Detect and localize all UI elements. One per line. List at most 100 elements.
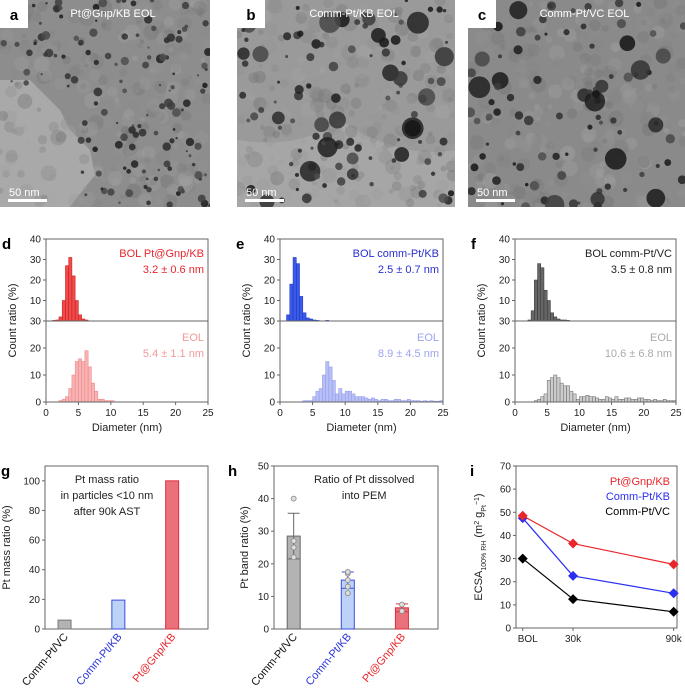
texture bbox=[369, 136, 378, 144]
nanoparticle bbox=[149, 0, 155, 3]
nanoparticle bbox=[64, 73, 71, 80]
texture bbox=[329, 39, 335, 45]
histogram-bar bbox=[78, 358, 82, 403]
texture bbox=[245, 145, 254, 154]
texture bbox=[475, 177, 485, 187]
texture bbox=[509, 134, 524, 149]
texture bbox=[490, 31, 505, 45]
nanoparticle bbox=[427, 6, 434, 12]
texture bbox=[644, 1, 651, 8]
texture bbox=[11, 128, 17, 135]
texture bbox=[110, 166, 118, 173]
panel-letter: b bbox=[246, 7, 255, 24]
legend-label: EOL bbox=[182, 332, 204, 344]
nanoparticle bbox=[328, 61, 339, 72]
texture bbox=[48, 121, 59, 133]
texture bbox=[555, 160, 563, 168]
nanoparticle bbox=[92, 3, 100, 11]
texture bbox=[114, 160, 129, 176]
texture bbox=[432, 112, 439, 118]
nanoparticle bbox=[126, 169, 131, 174]
texture bbox=[139, 174, 147, 183]
series-line bbox=[522, 515, 674, 565]
y-axis-label: Pt mass ratio (%) bbox=[1, 505, 13, 589]
texture bbox=[672, 1, 681, 10]
y-tick-label: 20 bbox=[499, 344, 511, 355]
texture bbox=[511, 183, 519, 192]
bar bbox=[165, 480, 180, 630]
nanoparticle bbox=[322, 183, 327, 188]
texture bbox=[146, 99, 159, 112]
texture bbox=[342, 143, 349, 150]
texture bbox=[139, 39, 145, 44]
texture bbox=[149, 183, 155, 189]
legend-label: Pt@Gnp/KB bbox=[610, 476, 670, 488]
texture bbox=[355, 194, 371, 207]
texture bbox=[146, 103, 160, 117]
bar bbox=[111, 599, 126, 630]
data-point bbox=[290, 495, 297, 502]
panel-label-box bbox=[0, 0, 28, 28]
nanoparticle bbox=[114, 140, 123, 149]
nanoparticle bbox=[192, 162, 196, 167]
texture bbox=[141, 122, 150, 131]
texture bbox=[188, 75, 193, 80]
nanoparticle bbox=[404, 0, 408, 3]
histogram-bar bbox=[296, 263, 300, 322]
histogram-bar bbox=[68, 257, 73, 322]
texture bbox=[529, 25, 538, 33]
nanoparticle bbox=[468, 107, 476, 118]
texture bbox=[79, 82, 87, 90]
histogram-bar bbox=[325, 361, 330, 403]
nanoparticle bbox=[130, 160, 139, 168]
nanoparticle bbox=[146, 200, 151, 206]
histogram-bar bbox=[569, 390, 574, 403]
nanoparticle bbox=[410, 111, 418, 119]
texture bbox=[148, 100, 161, 113]
nanoparticle bbox=[124, 35, 128, 39]
texture bbox=[515, 71, 521, 76]
nanoparticle bbox=[246, 118, 251, 123]
axes-frame bbox=[515, 465, 678, 629]
texture bbox=[601, 133, 615, 147]
texture bbox=[549, 44, 563, 58]
texture bbox=[356, 56, 369, 69]
nanoparticle bbox=[336, 142, 340, 146]
texture bbox=[362, 126, 373, 137]
legend-stat: 8.9 ± 4.5 nm bbox=[378, 348, 439, 360]
nanoparticle bbox=[38, 21, 42, 25]
histogram-bar bbox=[550, 312, 554, 322]
nanoparticle bbox=[587, 124, 593, 130]
texture bbox=[100, 176, 107, 183]
nanoparticle bbox=[144, 15, 153, 24]
texture bbox=[545, 36, 553, 44]
nanoparticle bbox=[163, 160, 171, 168]
nanoparticle bbox=[362, 12, 376, 26]
scale-bar bbox=[476, 199, 515, 202]
texture bbox=[415, 156, 425, 165]
nanoparticle bbox=[41, 31, 51, 40]
texture bbox=[682, 131, 685, 137]
texture bbox=[316, 110, 325, 119]
histogram-bar bbox=[550, 377, 554, 403]
texture bbox=[158, 192, 166, 199]
nanoparticle bbox=[116, 121, 119, 125]
nanoparticle bbox=[318, 41, 325, 48]
texture bbox=[480, 180, 486, 186]
nanoparticle bbox=[314, 117, 329, 132]
texture bbox=[616, 114, 626, 124]
texture bbox=[524, 132, 537, 145]
nanoparticle bbox=[89, 28, 98, 37]
texture bbox=[244, 153, 250, 159]
texture bbox=[579, 65, 589, 74]
nanoparticle bbox=[630, 60, 651, 80]
texture bbox=[131, 55, 138, 62]
nanoparticle bbox=[93, 59, 100, 66]
texture bbox=[263, 137, 268, 142]
nanoparticle bbox=[390, 35, 401, 45]
data-marker bbox=[568, 538, 579, 549]
nanoparticle bbox=[362, 23, 368, 29]
texture bbox=[13, 81, 19, 87]
nanoparticle bbox=[570, 8, 576, 14]
texture bbox=[154, 110, 165, 122]
